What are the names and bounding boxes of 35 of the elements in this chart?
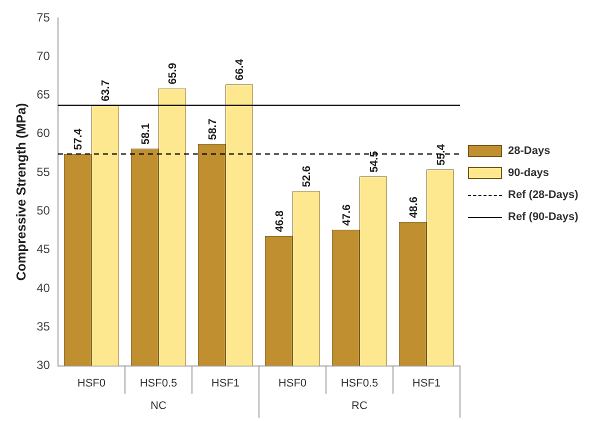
y-tick-label: 55 [36,164,50,179]
data-label: 55.4 [435,143,448,166]
x-tick-label: HSF0.5 [140,377,178,390]
data-label: 58.1 [140,123,152,145]
y-tick-label: 45 [36,242,50,256]
data-label: 48.6 [408,196,420,218]
x-tick-label: HSF0 [77,377,106,390]
data-label: 52.6 [301,166,314,188]
y-tick-label: 70 [36,48,50,63]
text: RC [352,400,368,412]
data-label: 65.9 [167,62,180,84]
legend-label: 90-days [508,167,549,179]
data-label: 57.4 [72,128,85,150]
y-tick-label: 40 [36,280,50,295]
x-tick-label: HSF0.5 [340,377,378,390]
data-label: 58.7 [206,118,219,140]
x-tick-label: HSF0 [278,377,307,390]
data-label: 47.6 [340,204,353,226]
data-label: 63.7 [100,80,112,102]
x-tick-label: HSF1 [211,377,240,390]
y-tick-label: 35 [36,319,50,334]
y-axis-title: Compressive Strength (MPa) [13,103,28,281]
data-label: 46.8 [274,210,286,232]
y-tick-label: 50 [36,204,50,218]
y-tick-label: 30 [36,358,50,372]
data-label: 66.4 [234,58,246,80]
data-label: 54.5 [368,151,380,172]
y-tick-label: 65 [36,88,50,102]
legend-label: Ref (90-Days) [508,211,578,223]
y-tick-label: 60 [36,126,50,140]
legend-label: 28-Days [508,145,550,157]
text: NC [150,400,166,412]
legend-label: Ref (28-Days) [508,189,578,201]
x-tick-label: HSF1 [412,377,441,390]
y-tick-label: 75 [36,10,50,24]
